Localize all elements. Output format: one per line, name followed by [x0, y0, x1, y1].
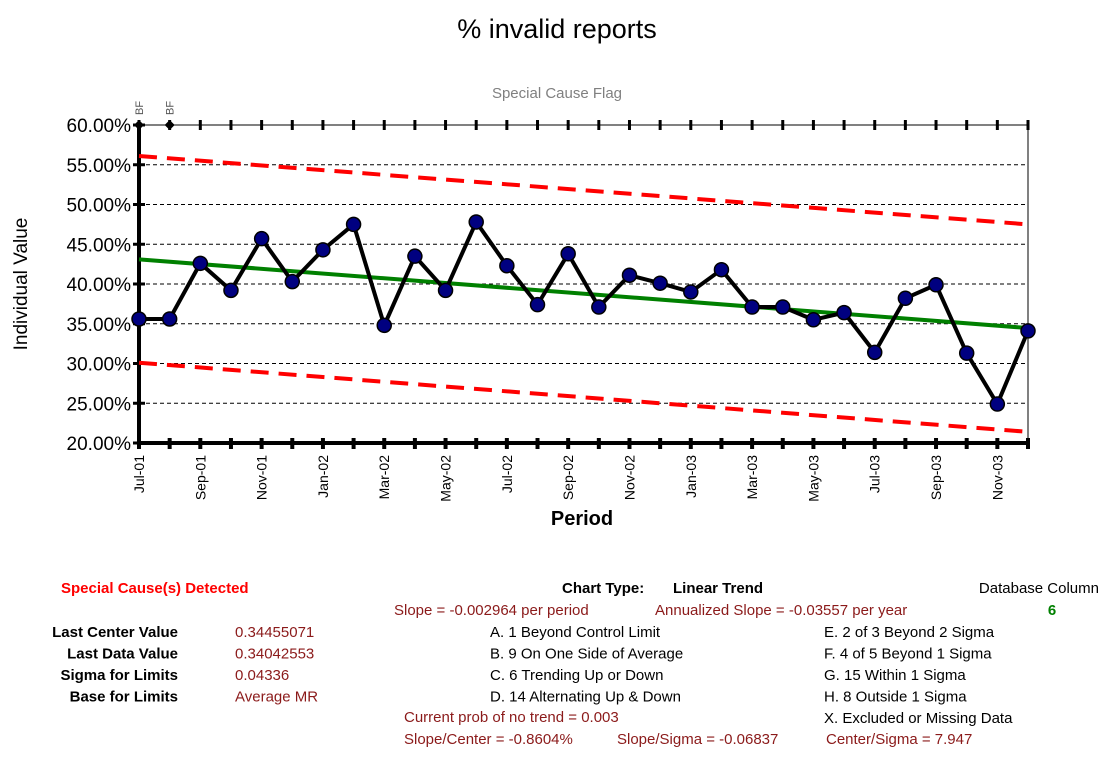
data-point	[529, 296, 546, 313]
data-point	[131, 311, 147, 327]
data-point	[560, 246, 576, 262]
x-tick-label: Jan-02	[315, 455, 331, 498]
x-tick-label: Nov-03	[989, 455, 1005, 500]
data-point	[621, 267, 638, 284]
data-point	[989, 396, 1006, 412]
data-point	[1020, 323, 1036, 339]
data-point	[744, 299, 760, 315]
special-cause: Special Cause(s) Detected	[61, 580, 249, 597]
x-axis-label: Period	[551, 508, 613, 530]
data-point	[315, 242, 331, 258]
rule: X. Excluded or Missing Data	[824, 710, 1013, 727]
y-tick-label: 55.00%	[67, 156, 132, 177]
data-point	[284, 273, 301, 290]
data-point	[652, 275, 668, 291]
stat-label: Sigma for Limits	[60, 667, 178, 684]
stat-value: 0.34042553	[235, 646, 314, 663]
stat-value: Average MR	[235, 689, 318, 706]
stat-label: Base for Limits	[70, 689, 178, 706]
rule: D. 14 Alternating Up & Down	[490, 689, 681, 706]
data-point	[713, 261, 730, 278]
x-tick-label: Jan-03	[683, 455, 699, 498]
center-sigma: Center/Sigma = 7.947	[826, 731, 972, 748]
x-tick-label: Nov-02	[621, 455, 637, 500]
data-point	[437, 282, 454, 299]
trend-prob: Current prob of no trend = 0.003	[404, 709, 619, 726]
x-tick-label: May-02	[438, 455, 454, 502]
y-tick-label: 40.00%	[67, 275, 132, 296]
rule: B. 9 On One Side of Average	[490, 646, 683, 663]
data-point	[376, 317, 392, 334]
y-tick-label: 25.00%	[67, 394, 132, 415]
x-tick-label: Jul-02	[499, 455, 515, 493]
rule: H. 8 Outside 1 Sigma	[824, 689, 967, 706]
rule: C. 6 Trending Up or Down	[490, 667, 663, 684]
flag-label: BF	[134, 101, 146, 115]
chart-title: % invalid reports	[457, 14, 657, 44]
y-tick-label: 30.00%	[67, 355, 132, 376]
chart-type: Linear Trend	[673, 580, 763, 597]
data-point	[499, 257, 515, 274]
y-tick-label: 45.00%	[67, 235, 132, 256]
rule: F. 4 of 5 Beyond 1 Sigma	[824, 646, 992, 663]
y-tick-label: 60.00%	[67, 116, 132, 137]
rule: E. 2 of 3 Beyond 2 Sigma	[824, 624, 995, 641]
slope-sigma: Slope/Sigma = -0.06837	[617, 731, 778, 748]
data-point	[683, 284, 699, 300]
stat-label: Last Data Value	[67, 646, 178, 663]
stat-value: 0.04336	[235, 667, 289, 684]
data-point	[897, 290, 914, 307]
flag-label: BF	[165, 101, 177, 115]
y-axis-label: Individual Value	[11, 218, 32, 351]
y-tick-label: 35.00%	[67, 315, 132, 336]
annualized-slope: Annualized Slope = -0.03557 per year	[655, 602, 907, 619]
x-tick-label: Sep-01	[192, 455, 208, 500]
data-point	[345, 216, 362, 233]
chart-subtitle: Special Cause Flag	[492, 85, 622, 102]
data-point	[928, 277, 944, 293]
y-tick-label: 50.00%	[67, 196, 132, 217]
data-point	[958, 345, 975, 361]
y-tick-label: 20.00%	[67, 434, 132, 455]
database-column-label: Database Column	[979, 580, 1099, 597]
lower-limit	[138, 360, 1029, 434]
data-point	[192, 255, 209, 272]
data-point	[468, 214, 484, 230]
data-line	[139, 217, 1030, 409]
database-column: 6	[1048, 602, 1056, 619]
data-point	[253, 230, 270, 247]
slope: Slope = -0.002964 per period	[394, 602, 589, 619]
data-point	[836, 304, 852, 321]
x-tick-label: Sep-03	[928, 455, 944, 500]
rule: A. 1 Beyond Control Limit	[490, 624, 661, 641]
x-tick-label: Jul-03	[867, 455, 883, 493]
stat-value: 0.34455071	[235, 624, 314, 641]
data-point	[223, 282, 239, 299]
data-point	[866, 344, 883, 361]
rule: G. 15 Within 1 Sigma	[824, 667, 966, 684]
chart-type-label: Chart Type:	[562, 580, 644, 597]
x-tick-label: Nov-01	[254, 455, 270, 500]
stat-label: Last Center Value	[52, 624, 178, 641]
data-point	[591, 299, 607, 315]
x-tick-label: Mar-03	[744, 455, 760, 500]
x-tick-label: Sep-02	[560, 455, 576, 500]
data-point	[161, 311, 178, 327]
slope-center: Slope/Center = -0.8604%	[404, 731, 573, 748]
data-point	[775, 299, 791, 315]
data-point	[407, 248, 423, 264]
x-tick-label: Jul-01	[131, 455, 147, 493]
x-tick-label: Mar-02	[376, 455, 392, 500]
x-tick-label: May-03	[805, 455, 821, 502]
flag-marker	[134, 120, 144, 130]
flag-marker	[164, 120, 175, 130]
upper-limit	[138, 154, 1029, 227]
center-line	[138, 257, 1029, 331]
data-point	[805, 312, 822, 328]
